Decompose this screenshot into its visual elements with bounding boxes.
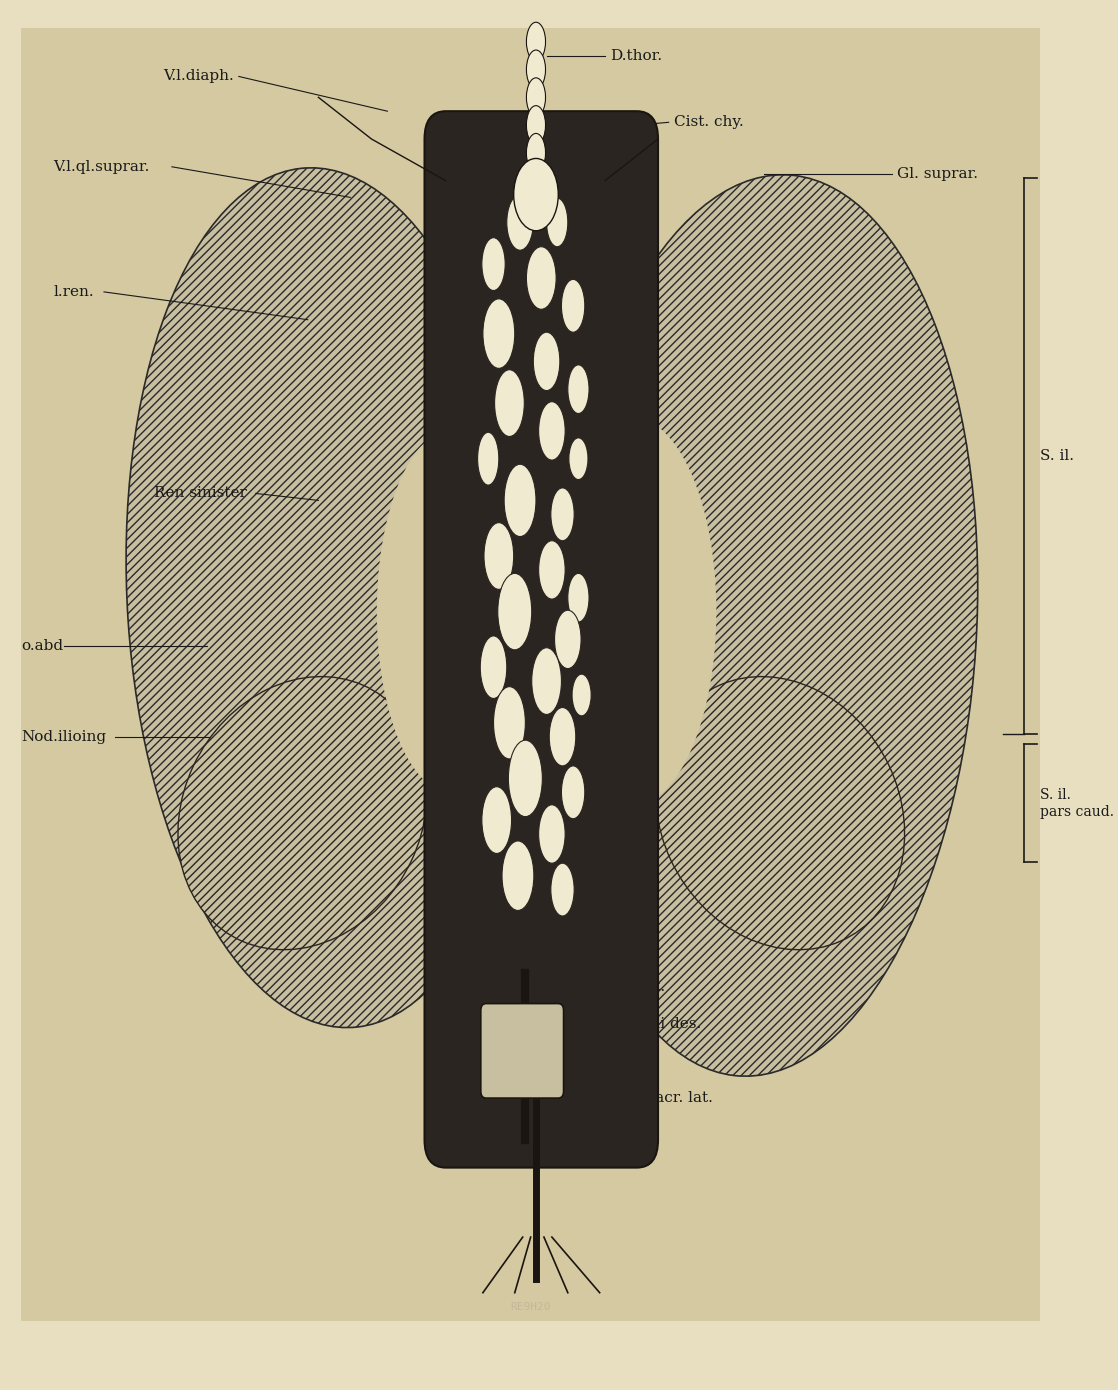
Ellipse shape: [533, 332, 560, 391]
Ellipse shape: [569, 438, 588, 480]
Ellipse shape: [561, 766, 585, 819]
Ellipse shape: [377, 431, 525, 792]
Ellipse shape: [509, 739, 542, 817]
Ellipse shape: [482, 787, 512, 853]
Ellipse shape: [494, 370, 524, 436]
Ellipse shape: [483, 299, 514, 368]
Ellipse shape: [547, 417, 717, 806]
Ellipse shape: [527, 247, 556, 310]
Ellipse shape: [551, 488, 575, 541]
Ellipse shape: [549, 708, 576, 766]
Ellipse shape: [551, 863, 575, 916]
Text: D.thor.: D.thor.: [610, 49, 662, 63]
Ellipse shape: [493, 687, 525, 759]
Text: Ren sinister: Ren sinister: [154, 486, 247, 500]
Ellipse shape: [481, 637, 506, 698]
Text: RE9H20: RE9H20: [511, 1301, 551, 1312]
Ellipse shape: [539, 805, 566, 863]
Ellipse shape: [482, 238, 505, 291]
FancyBboxPatch shape: [481, 1004, 563, 1098]
Ellipse shape: [513, 158, 558, 231]
Ellipse shape: [527, 22, 546, 61]
Ellipse shape: [568, 366, 589, 414]
Ellipse shape: [477, 432, 499, 485]
Text: V.l.diaph.: V.l.diaph.: [163, 70, 234, 83]
Text: o.abd: o.abd: [21, 639, 64, 653]
Ellipse shape: [498, 573, 532, 651]
Ellipse shape: [527, 50, 546, 89]
Text: S. il.
pars caud.: S. il. pars caud.: [1040, 788, 1115, 819]
Ellipse shape: [527, 133, 546, 172]
Ellipse shape: [178, 677, 427, 949]
FancyBboxPatch shape: [425, 111, 659, 1168]
Text: Gl. suprar.: Gl. suprar.: [897, 167, 978, 181]
Ellipse shape: [550, 175, 978, 1076]
Text: l.ren.: l.ren.: [53, 285, 94, 299]
Text: T.post.: T.post.: [616, 980, 665, 994]
Text: Rect.: Rect.: [616, 1052, 655, 1066]
Ellipse shape: [547, 199, 568, 247]
Ellipse shape: [555, 610, 581, 669]
Ellipse shape: [561, 279, 585, 332]
Ellipse shape: [506, 195, 533, 250]
Text: Nod.ilioing: Nod.ilioing: [21, 730, 106, 744]
Ellipse shape: [502, 841, 534, 910]
Ellipse shape: [527, 78, 546, 117]
Text: Cist. chy.: Cist. chy.: [674, 115, 743, 129]
Ellipse shape: [484, 523, 513, 589]
Ellipse shape: [532, 648, 561, 714]
Ellipse shape: [539, 541, 566, 599]
Ellipse shape: [126, 168, 532, 1027]
Ellipse shape: [527, 106, 546, 145]
Ellipse shape: [568, 574, 589, 623]
Ellipse shape: [504, 464, 536, 537]
Text: S. il.: S. il.: [1040, 449, 1074, 463]
Text: V.l.coli des.: V.l.coli des.: [616, 1017, 702, 1031]
Text: V. l. sacr. lat.: V. l. sacr. lat.: [616, 1091, 713, 1105]
Ellipse shape: [655, 677, 904, 949]
Text: V.l.ql.suprar.: V.l.ql.suprar.: [53, 160, 150, 174]
Ellipse shape: [539, 402, 566, 460]
Ellipse shape: [572, 674, 591, 716]
